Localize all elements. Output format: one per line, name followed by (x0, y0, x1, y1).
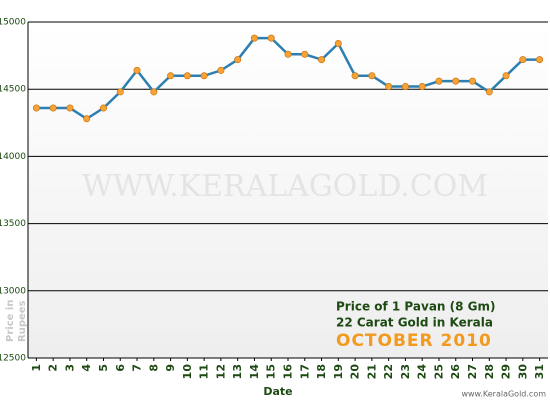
marker (183, 72, 191, 80)
x-tick-label: 16 (282, 364, 295, 380)
marker (385, 83, 393, 91)
marker (452, 77, 460, 85)
marker (334, 40, 342, 48)
marker (519, 56, 527, 64)
marker (116, 88, 124, 96)
watermark: WWW.KERALAGOLD.COM (82, 169, 488, 204)
x-tick-label: 19 (332, 364, 345, 379)
marker (217, 66, 225, 74)
x-tick-label: 26 (449, 364, 462, 380)
marker (267, 34, 275, 42)
marker (167, 72, 175, 80)
x-tick-label: 5 (97, 364, 110, 372)
x-tick-label: 24 (416, 364, 429, 380)
x-tick-label: 7 (131, 364, 144, 372)
y-tick-label: 13500 (0, 219, 26, 229)
marker (250, 34, 258, 42)
marker (435, 77, 443, 85)
legend-line: 22 Carat Gold in Kerala (336, 316, 493, 330)
legend-subtitle: OCTOBER 2010 (336, 331, 492, 351)
marker (133, 66, 141, 74)
x-tick-label: 17 (298, 364, 311, 379)
y-tick-label: 13000 (0, 286, 26, 296)
marker (83, 115, 91, 123)
marker (536, 56, 544, 64)
marker (418, 83, 426, 91)
legend-line: Price of 1 Pavan (8 Gm) (336, 300, 496, 314)
x-tick-label: 4 (80, 364, 93, 372)
x-tick-label: 9 (164, 364, 177, 372)
x-tick-label: 12 (214, 364, 227, 379)
x-tick-label: 10 (181, 364, 194, 380)
y-tick-label: 14000 (0, 152, 26, 162)
marker (99, 104, 107, 112)
y-tick-label: 14500 (0, 85, 26, 95)
x-tick-label: 11 (198, 364, 211, 379)
x-tick-label: 20 (349, 364, 362, 380)
marker (284, 50, 292, 58)
x-tick-label: 13 (231, 364, 244, 379)
marker (318, 56, 326, 64)
marker (150, 88, 158, 96)
x-tick-label: 29 (500, 364, 513, 379)
marker (485, 88, 493, 96)
legend-box: Price of 1 Pavan (8 Gm) 22 Carat Gold in… (336, 300, 496, 352)
marker (469, 77, 477, 85)
marker (234, 56, 242, 64)
y-tick-label: 12500 (0, 354, 26, 364)
x-tick-label: 1 (30, 364, 43, 372)
x-tick-label: 27 (466, 364, 479, 379)
marker (49, 104, 57, 112)
x-tick-label: 21 (365, 364, 378, 379)
x-tick-label: 30 (516, 364, 529, 380)
x-tick-label: 18 (315, 364, 328, 379)
y-axis-label: Rupees (17, 300, 28, 342)
y-tick-label: 15000 (0, 18, 26, 28)
x-tick-label: 14 (248, 364, 261, 380)
credit: www.KeralaGold.com (461, 390, 546, 399)
x-tick-label: 31 (533, 364, 546, 379)
x-tick-label: 3 (63, 364, 76, 372)
marker (32, 104, 40, 112)
x-tick-label: 28 (483, 364, 496, 379)
marker (301, 50, 309, 58)
marker (368, 72, 376, 80)
x-tick-label: 23 (399, 364, 412, 379)
y-axis-label: Price in (5, 300, 16, 342)
x-tick-label: 2 (47, 364, 60, 372)
x-axis-label: Date (263, 385, 292, 398)
x-tick-label: 15 (265, 364, 278, 379)
marker (66, 104, 74, 112)
plot-area (28, 22, 548, 358)
x-tick-label: 22 (382, 364, 395, 379)
marker (200, 72, 208, 80)
x-tick-label: 6 (114, 364, 127, 372)
x-tick-label: 25 (432, 364, 445, 379)
marker (351, 72, 359, 80)
x-tick-label: 8 (147, 364, 160, 372)
marker (502, 72, 510, 80)
marker (401, 83, 409, 91)
